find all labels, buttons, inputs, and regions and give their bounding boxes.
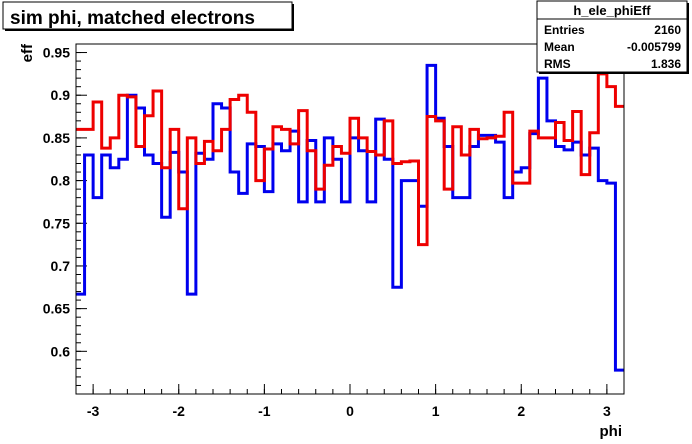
title-box: sim phi, matched electrons	[2, 1, 294, 31]
stats-rms-value: 1.836	[651, 57, 681, 71]
x-tick-label: 0	[346, 403, 354, 419]
y-tick-label: 0.9	[51, 87, 71, 103]
y-tick-label: 0.8	[51, 173, 71, 189]
chart-title: sim phi, matched electrons	[10, 8, 255, 29]
y-tick-label: 0.65	[43, 301, 70, 317]
series-1-line	[76, 63, 624, 372]
stats-entries-value: 2160	[654, 23, 681, 37]
y-axis-label: eff	[19, 43, 36, 62]
stats-mean-value: -0.005799	[627, 40, 681, 54]
series-2-line	[76, 72, 624, 247]
x-tick-label: -2	[173, 403, 186, 419]
y-tick-label: 0.7	[51, 258, 71, 274]
stats-entries-label: Entries	[544, 23, 585, 37]
x-tick-label: 2	[517, 403, 525, 419]
x-axis-label: phi	[600, 423, 623, 440]
stats-box-name: h_ele_phiEff	[573, 3, 651, 18]
series-layer	[76, 63, 624, 372]
frame-overlay	[75, 43, 625, 395]
y-tick-label: 0.75	[43, 215, 70, 231]
x-tick-label: -1	[258, 403, 271, 419]
y-tick-label: 0.95	[43, 45, 70, 61]
x-tick-label: -3	[87, 403, 100, 419]
y-tick-label: 0.6	[51, 343, 71, 359]
stats-box: h_ele_phiEff Entries 2160 Mean -0.005799…	[536, 0, 689, 74]
x-tick-label: 1	[432, 403, 440, 419]
stats-mean-label: Mean	[544, 40, 575, 54]
x-tick-label: 3	[603, 403, 611, 419]
plot-frame	[75, 43, 625, 395]
stats-rms-label: RMS	[544, 57, 571, 71]
axes: -3 -2 -1 0 1 2 3 0.6 0.65 0.7 0.75 0.8 0.85 0.9 0.95	[43, 43, 625, 419]
y-tick-label: 0.85	[43, 130, 70, 146]
